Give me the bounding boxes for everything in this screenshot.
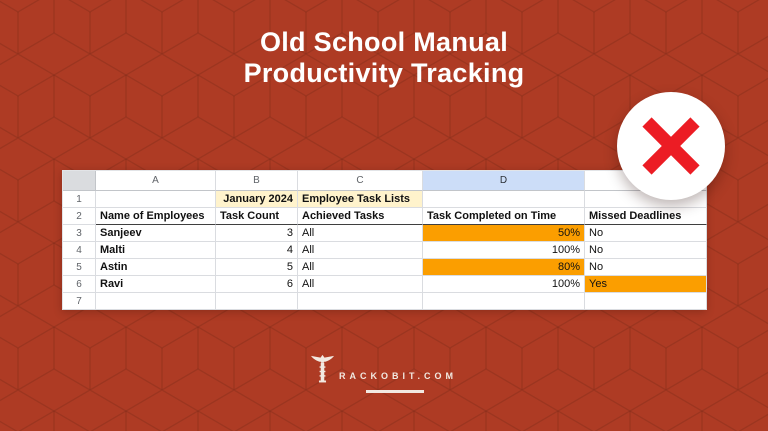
brand-text: RACKOBIT.COM (339, 371, 457, 381)
cell-a6[interactable]: Ravi (96, 276, 216, 293)
cell-d4[interactable]: 100% (423, 242, 585, 259)
cell-c7[interactable] (298, 293, 423, 310)
cell-c1[interactable]: Employee Task Lists (298, 191, 423, 208)
cell-b1[interactable]: January 2024 (216, 191, 298, 208)
cell-b5[interactable]: 5 (216, 259, 298, 276)
row-header-7[interactable]: 7 (63, 293, 96, 310)
cell-d3[interactable]: 50% (423, 225, 585, 242)
sheet-corner-cell[interactable] (63, 171, 96, 191)
column-header-b[interactable]: B (216, 171, 298, 191)
cell-d7[interactable] (423, 293, 585, 310)
column-header-c[interactable]: C (298, 171, 423, 191)
spreadsheet: A B C D E 1 January 2024 Employee Task L… (62, 170, 707, 310)
cell-c6[interactable]: All (298, 276, 423, 293)
cell-c2[interactable]: Achieved Tasks (298, 208, 423, 225)
trackobit-winged-t-icon (311, 354, 334, 383)
cell-a5[interactable]: Astin (96, 259, 216, 276)
cell-a3[interactable]: Sanjeev (96, 225, 216, 242)
cell-e6[interactable]: Yes (585, 276, 707, 293)
cell-c4[interactable]: All (298, 242, 423, 259)
cell-e5[interactable]: No (585, 259, 707, 276)
cell-b7[interactable] (216, 293, 298, 310)
row-header-1[interactable]: 1 (63, 191, 96, 208)
column-header-a[interactable]: A (96, 171, 216, 191)
cell-c3[interactable]: All (298, 225, 423, 242)
cell-b4[interactable]: 4 (216, 242, 298, 259)
page-title: Old School Manual Productivity Tracking (0, 27, 768, 89)
row-header-6[interactable]: 6 (63, 276, 96, 293)
cell-d1[interactable] (423, 191, 585, 208)
cell-b2[interactable]: Task Count (216, 208, 298, 225)
cell-d2[interactable]: Task Completed on Time (423, 208, 585, 225)
cell-a4[interactable]: Malti (96, 242, 216, 259)
page-title-line1: Old School Manual (259, 27, 509, 57)
brand-underline (366, 390, 424, 393)
cell-b3[interactable]: 3 (216, 225, 298, 242)
row-header-3[interactable]: 3 (63, 225, 96, 242)
brand-logo: RACKOBIT.COM (0, 354, 768, 393)
cell-c5[interactable]: All (298, 259, 423, 276)
cell-e3[interactable]: No (585, 225, 707, 242)
page-title-line2: Productivity Tracking (243, 58, 525, 88)
cell-d5[interactable]: 80% (423, 259, 585, 276)
column-header-d-selected[interactable]: D (423, 171, 585, 191)
cell-e7[interactable] (585, 293, 707, 310)
red-cross-icon (642, 117, 700, 175)
cell-e4[interactable]: No (585, 242, 707, 259)
cell-b6[interactable]: 6 (216, 276, 298, 293)
row-header-4[interactable]: 4 (63, 242, 96, 259)
cell-a1[interactable] (96, 191, 216, 208)
cell-d6[interactable]: 100% (423, 276, 585, 293)
cell-a7[interactable] (96, 293, 216, 310)
row-header-5[interactable]: 5 (63, 259, 96, 276)
cell-a2[interactable]: Name of Employees (96, 208, 216, 225)
reject-badge (617, 92, 725, 200)
row-header-2[interactable]: 2 (63, 208, 96, 225)
cell-e2[interactable]: Missed Deadlines (585, 208, 707, 225)
